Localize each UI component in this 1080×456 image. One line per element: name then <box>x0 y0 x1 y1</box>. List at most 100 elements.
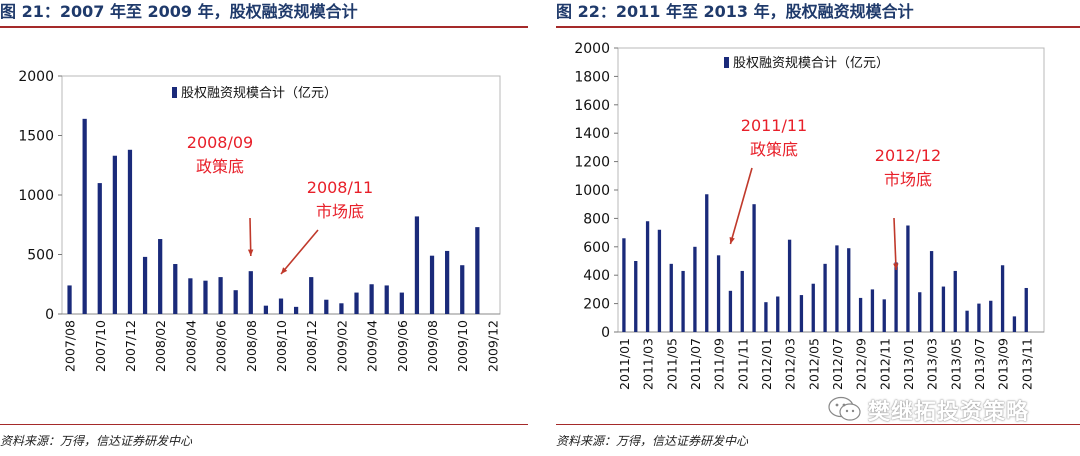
title-rule-left <box>0 26 528 28</box>
bar <box>823 263 827 332</box>
y-tick-label: 200 <box>583 297 610 313</box>
x-tick-label: 2013/11 <box>1019 338 1034 390</box>
legend-swatch <box>172 87 177 98</box>
x-tick-label: 2011/11 <box>735 338 750 390</box>
bar <box>634 261 638 332</box>
bar <box>158 239 163 314</box>
annotation-arrowhead <box>893 263 899 270</box>
chart-right: 0 200 400 600 800 1000 1200 1400 1600 1800 2000 201… <box>574 41 1045 390</box>
annotation-arrow <box>729 167 753 245</box>
bar <box>764 302 768 332</box>
bar <box>339 303 344 314</box>
bar <box>657 229 662 332</box>
bar <box>776 296 780 332</box>
bar <box>989 300 993 332</box>
source-rule-left <box>0 424 528 425</box>
x-tick-label: 2011/05 <box>664 338 679 390</box>
y-tick-label: 800 <box>583 211 610 227</box>
plot-frame <box>61 75 501 315</box>
x-tick-label: 2009/12 <box>485 320 500 372</box>
annotation-date: 2012/12 <box>875 146 941 165</box>
y-tick-label: 1800 <box>574 69 610 85</box>
bar <box>918 292 922 332</box>
x-tick-label: 2008/12 <box>304 320 319 372</box>
bar <box>669 263 673 332</box>
x-tick-label: 2012/09 <box>854 338 869 390</box>
x-tick-label: 2012/11 <box>877 338 892 390</box>
bar <box>399 292 404 314</box>
y-tick-label: 1400 <box>574 126 610 142</box>
source-right: 资料来源：万得，信达证券研发中心 <box>556 434 749 448</box>
bar <box>354 292 359 314</box>
legend-swatch <box>724 57 729 68</box>
x-tick-label: 2009/06 <box>395 320 410 372</box>
x-tick-label: 2011/03 <box>641 338 656 390</box>
bar <box>953 270 957 332</box>
y-tick-label: 600 <box>583 240 610 256</box>
bar <box>941 286 946 332</box>
x-tick-label: 2013/03 <box>925 338 940 390</box>
y-tick-label: 1000 <box>574 183 610 199</box>
bar <box>112 155 117 314</box>
annotation-arrow <box>280 229 319 275</box>
y-tick-label: 0 <box>45 307 54 323</box>
bar <box>173 264 178 314</box>
bar <box>429 255 435 314</box>
bar <box>248 271 253 314</box>
x-tick-label: 2011/07 <box>688 338 703 390</box>
bar <box>309 277 314 314</box>
bar <box>127 149 133 314</box>
bar <box>705 194 709 332</box>
x-tick-label: 2008/10 <box>274 320 289 372</box>
bar <box>293 306 299 314</box>
bar <box>1000 265 1005 332</box>
annotation-label: 市场底 <box>884 170 932 189</box>
source-rule-right <box>556 424 1080 425</box>
bar <box>716 255 721 332</box>
y-tick-label: 1000 <box>18 188 54 204</box>
x-tick-label: 2008/08 <box>244 320 259 372</box>
bar <box>203 280 208 314</box>
y-tick-label: 1500 <box>18 129 54 145</box>
y-tick-label: 400 <box>583 268 610 284</box>
bar <box>384 285 389 314</box>
title-rule-right <box>556 26 1080 28</box>
bar <box>142 256 148 314</box>
x-tick-label: 2012/07 <box>830 338 845 390</box>
y-tick-label: 2000 <box>18 69 54 85</box>
y-tick-label: 1200 <box>574 155 610 171</box>
annotation-arrow <box>893 217 897 271</box>
annotation-arrowhead <box>729 237 735 244</box>
x-tick-label: 2011/09 <box>712 338 727 390</box>
bar <box>965 310 969 332</box>
bar <box>882 299 886 332</box>
bar <box>811 283 815 332</box>
bar <box>1012 316 1017 332</box>
bar <box>263 305 269 314</box>
x-tick-label: 2009/10 <box>455 320 470 372</box>
x-tick-label: 2009/02 <box>334 320 349 372</box>
figure-title-right: 图 22：2011 年至 2013 年，股权融资规模合计 <box>556 2 914 21</box>
x-tick-label: 2013/09 <box>996 338 1011 390</box>
x-tick-label: 2009/04 <box>365 320 380 372</box>
x-tick-label: 2009/08 <box>425 320 440 372</box>
watermark-text: 樊继拓投资策略 <box>868 400 1030 425</box>
x-tick-label: 2012/03 <box>783 338 798 390</box>
y-tick-label: 1600 <box>574 98 610 114</box>
x-tick-label: 2007/08 <box>63 320 78 372</box>
bar <box>835 245 839 332</box>
x-tick-label: 2012/05 <box>806 338 821 390</box>
annotation-label: 市场底 <box>316 202 364 221</box>
bar <box>858 297 863 332</box>
source-left: 资料来源：万得，信达证券研发中心 <box>0 434 193 448</box>
annotation-arrowhead <box>247 249 254 256</box>
x-tick-label: 2013/01 <box>901 338 916 390</box>
bar <box>622 238 626 332</box>
y-tick-label: 2000 <box>574 41 610 57</box>
y-tick-label: 0 <box>601 325 610 341</box>
x-tick-label: 2012/01 <box>759 338 774 390</box>
bar <box>681 270 685 332</box>
x-tick-label: 2011/01 <box>617 338 632 390</box>
bar <box>906 225 910 332</box>
bar <box>977 303 981 332</box>
